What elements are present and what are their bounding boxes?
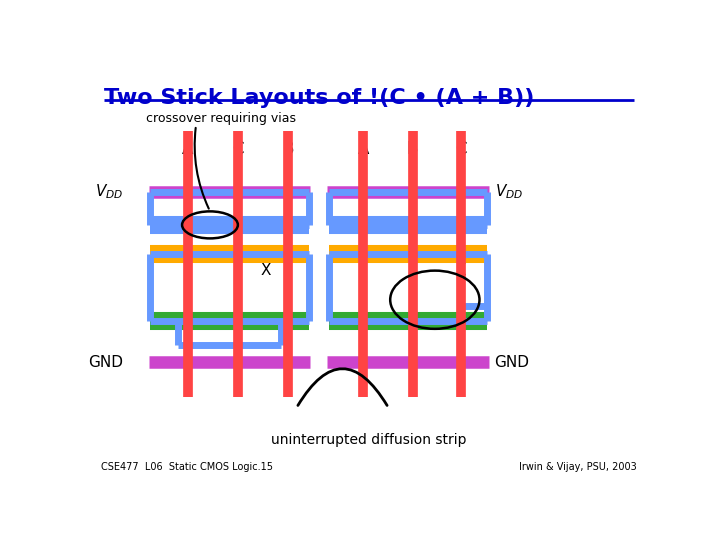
Text: Irwin & Vijay, PSU, 2003: Irwin & Vijay, PSU, 2003 xyxy=(519,462,637,472)
Text: A: A xyxy=(358,140,369,158)
Text: X: X xyxy=(260,263,271,278)
Text: C: C xyxy=(455,140,467,158)
Text: A: A xyxy=(182,140,194,158)
Text: $V_{DD}$: $V_{DD}$ xyxy=(95,183,124,201)
Text: C: C xyxy=(232,140,243,158)
Text: GND: GND xyxy=(495,355,529,369)
Text: $V_{DD}$: $V_{DD}$ xyxy=(495,183,523,201)
Text: GND: GND xyxy=(89,355,124,369)
Text: X: X xyxy=(456,263,466,278)
Text: B: B xyxy=(282,140,294,158)
Text: uninterrupted diffusion strip: uninterrupted diffusion strip xyxy=(271,433,467,447)
Text: CSE477  L06  Static CMOS Logic.15: CSE477 L06 Static CMOS Logic.15 xyxy=(101,462,273,472)
Text: B: B xyxy=(407,140,418,158)
Text: Two Stick Layouts of !(C • (A + B)): Two Stick Layouts of !(C • (A + B)) xyxy=(104,87,534,107)
Text: crossover requiring vias: crossover requiring vias xyxy=(145,112,296,125)
